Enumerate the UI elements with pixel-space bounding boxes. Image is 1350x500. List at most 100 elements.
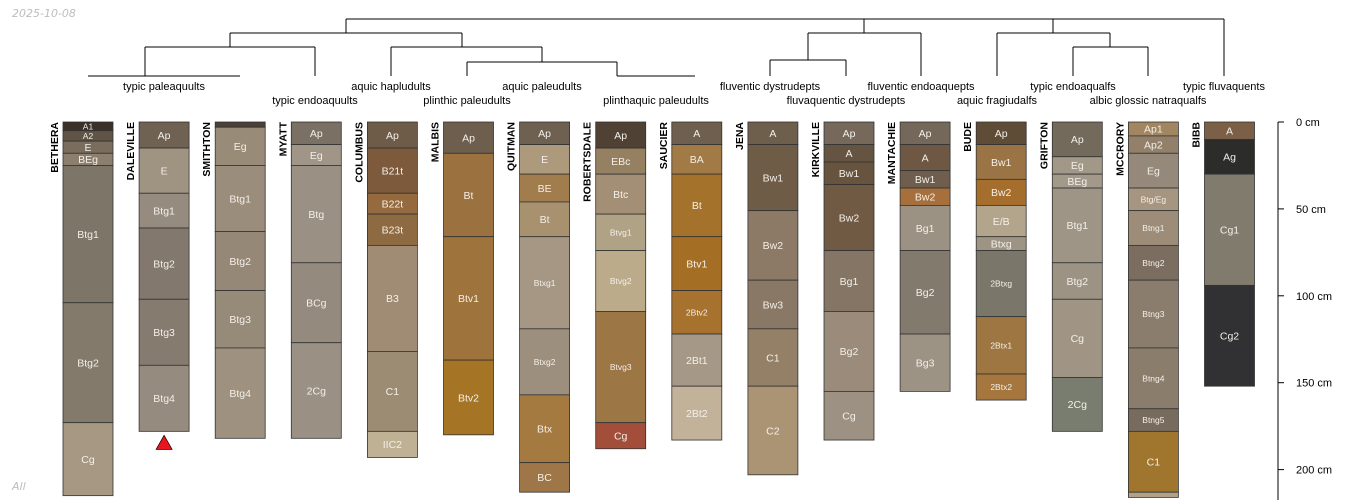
horizon-saucier-2bt2 xyxy=(671,385,723,441)
horizon-label: A xyxy=(922,152,929,164)
horizon-label: 2Bt2 xyxy=(686,408,708,420)
horizon-label: EBc xyxy=(611,156,630,168)
horizon-jena-c1 xyxy=(747,328,799,387)
horizon-label: 2Btx1 xyxy=(990,340,1012,350)
horizon-label: Cg xyxy=(1071,333,1085,345)
horizon-label: Btx xyxy=(537,424,553,436)
horizon-bibb-ag xyxy=(1204,138,1255,175)
horizon-label: Ag xyxy=(1223,152,1236,164)
profile-quitman: Ap E BE Bt Btxg1 Btxg2 Btx BC QUITMAN xyxy=(506,121,570,493)
horizon-daleville-btg3 xyxy=(138,298,190,366)
horizon-kirkville-cg xyxy=(823,390,875,441)
horizon-kirkville-bg1 xyxy=(823,250,875,312)
profile-robertsdale: Ap EBc Btc Btvg1 Btvg2 Btvg3 Cg ROBERTSDALE xyxy=(582,121,647,450)
horizon-saucier-2bt1 xyxy=(671,333,723,387)
taxon-label: fluvaquentic dystrudepts xyxy=(787,95,906,107)
horizon-jena-c2 xyxy=(747,385,799,476)
horizon-bude-eb xyxy=(975,205,1027,238)
horizon-label: E xyxy=(84,142,91,154)
horizon-label: E xyxy=(541,154,548,166)
horizon-bude-bw1 xyxy=(975,144,1027,180)
horizon-label: Bw1 xyxy=(763,172,784,184)
horizon-label: A1 xyxy=(83,121,94,131)
horizon-robertsdale-btvg3 xyxy=(595,311,647,424)
horizon-label: Btng3 xyxy=(1142,309,1164,319)
horizon-label: Btxg1 xyxy=(534,278,556,288)
horizon-daleville-btg2 xyxy=(138,227,190,300)
horizon-label: B22t xyxy=(382,198,404,210)
horizon-label: E xyxy=(161,165,168,177)
horizon-malbis-bt xyxy=(443,152,494,238)
horizon-label: Bt xyxy=(692,200,702,212)
horizon-mccrory-btng3 xyxy=(1128,279,1179,349)
horizon-label: Btvg1 xyxy=(610,227,632,237)
horizon-myatt-bcg xyxy=(290,262,342,344)
marker-triangle xyxy=(155,434,173,450)
horizon-bibb-cg2 xyxy=(1204,284,1255,387)
horizon-bibb-cg1 xyxy=(1204,173,1255,286)
horizon-label: Eg xyxy=(1071,160,1084,172)
profile-saucier: A BA Bt Btv1 2Btv2 2Bt1 2Bt2 SAUCIER xyxy=(658,122,723,441)
horizon-label: Ap xyxy=(158,130,171,142)
horizon-robertsdale-cg xyxy=(595,422,647,450)
horizon-smithton-btg2 xyxy=(214,231,266,291)
taxon-label: albic glossic natraqualfs xyxy=(1090,95,1207,107)
horizon-label: A xyxy=(693,128,700,140)
horizon-saucier-2btv2 xyxy=(671,290,723,335)
horizon-label: Bg1 xyxy=(916,223,935,235)
horizon-label: 2Bt1 xyxy=(686,355,708,367)
date-label: 2025-10-08 xyxy=(12,7,76,20)
horizon-label: Ap2 xyxy=(1144,139,1163,151)
taxon-label: typic fluvaquents xyxy=(1183,81,1265,93)
horizon-saucier-ba xyxy=(671,144,723,175)
profile-malbis: Ap Bt Btv1 Btv2 MALBIS xyxy=(430,121,494,436)
horizon-quitman-btxg2 xyxy=(519,328,570,396)
horizon-label: Btg2 xyxy=(1066,276,1088,288)
taxon-label: typic endoaquults xyxy=(272,95,358,107)
horizon-label: Btg4 xyxy=(229,388,251,400)
horizon-label: C2 xyxy=(766,425,780,437)
horizon-label: Btxg2 xyxy=(534,357,556,367)
profile-grifton: Ap Eg BEg Btg1 Btg2 Cg 2Cg GRIFTON xyxy=(1038,121,1103,432)
horizon-quitman-e xyxy=(519,144,570,175)
horizon-label: E/B xyxy=(993,216,1010,228)
horizon-label: Btvg3 xyxy=(610,362,632,372)
horizon-myatt-2cg xyxy=(290,342,342,439)
horizon-label: Cg xyxy=(614,430,628,442)
horizon-label: B23t xyxy=(382,225,404,237)
horizon-label: Btg1 xyxy=(229,193,251,205)
horizon-mccrory-c2 xyxy=(1128,491,1179,498)
profile-name-label: MYATT xyxy=(277,121,289,156)
horizon-label: Bw2 xyxy=(915,192,936,204)
horizon-label: Bg1 xyxy=(840,276,859,288)
profile-name-label: MCCRORY xyxy=(1114,122,1126,176)
profile-name-label: BETHERA xyxy=(49,122,61,173)
horizon-robertsdale-btc xyxy=(595,173,647,215)
horizon-myatt-btg xyxy=(290,165,342,264)
horizon-mantachie-bg3 xyxy=(899,333,951,392)
horizon-mccrory-btng1 xyxy=(1128,210,1179,246)
profile-mantachie: Ap A Bw1 Bw2 Bg1 Bg2 Bg3 MANTACHIE xyxy=(886,121,951,392)
profile-name-label: KIRKVILLE xyxy=(810,122,822,177)
horizon-label: 2Cg xyxy=(1068,399,1087,411)
horizon-jena-bw2 xyxy=(747,210,799,281)
taxon-label: aquic hapludults xyxy=(351,81,431,93)
horizon-label: Eg xyxy=(234,141,247,153)
horizon-label: Cg xyxy=(842,411,856,423)
horizon-smithton-eg xyxy=(214,126,266,166)
horizon-label: B21t xyxy=(382,165,404,177)
taxon-label: typic paleaquults xyxy=(123,81,205,93)
horizon-saucier-bt xyxy=(671,173,723,238)
horizon-label: Btg xyxy=(308,209,324,221)
profile-name-label: ROBERTSDALE xyxy=(582,122,594,202)
horizon-smithton-btg3 xyxy=(214,290,266,349)
horizon-label: 2Btv2 xyxy=(686,307,708,317)
horizon-label: Btg/Eg xyxy=(1141,194,1167,204)
horizon-grifton-2cg xyxy=(1051,377,1103,432)
horizon-mantachie-a xyxy=(899,144,951,172)
horizon-label: Ap xyxy=(462,132,475,144)
horizon-daleville-btg1 xyxy=(138,192,190,229)
horizon-label: Btg1 xyxy=(1066,220,1088,232)
horizon-label: Bw3 xyxy=(763,299,784,311)
